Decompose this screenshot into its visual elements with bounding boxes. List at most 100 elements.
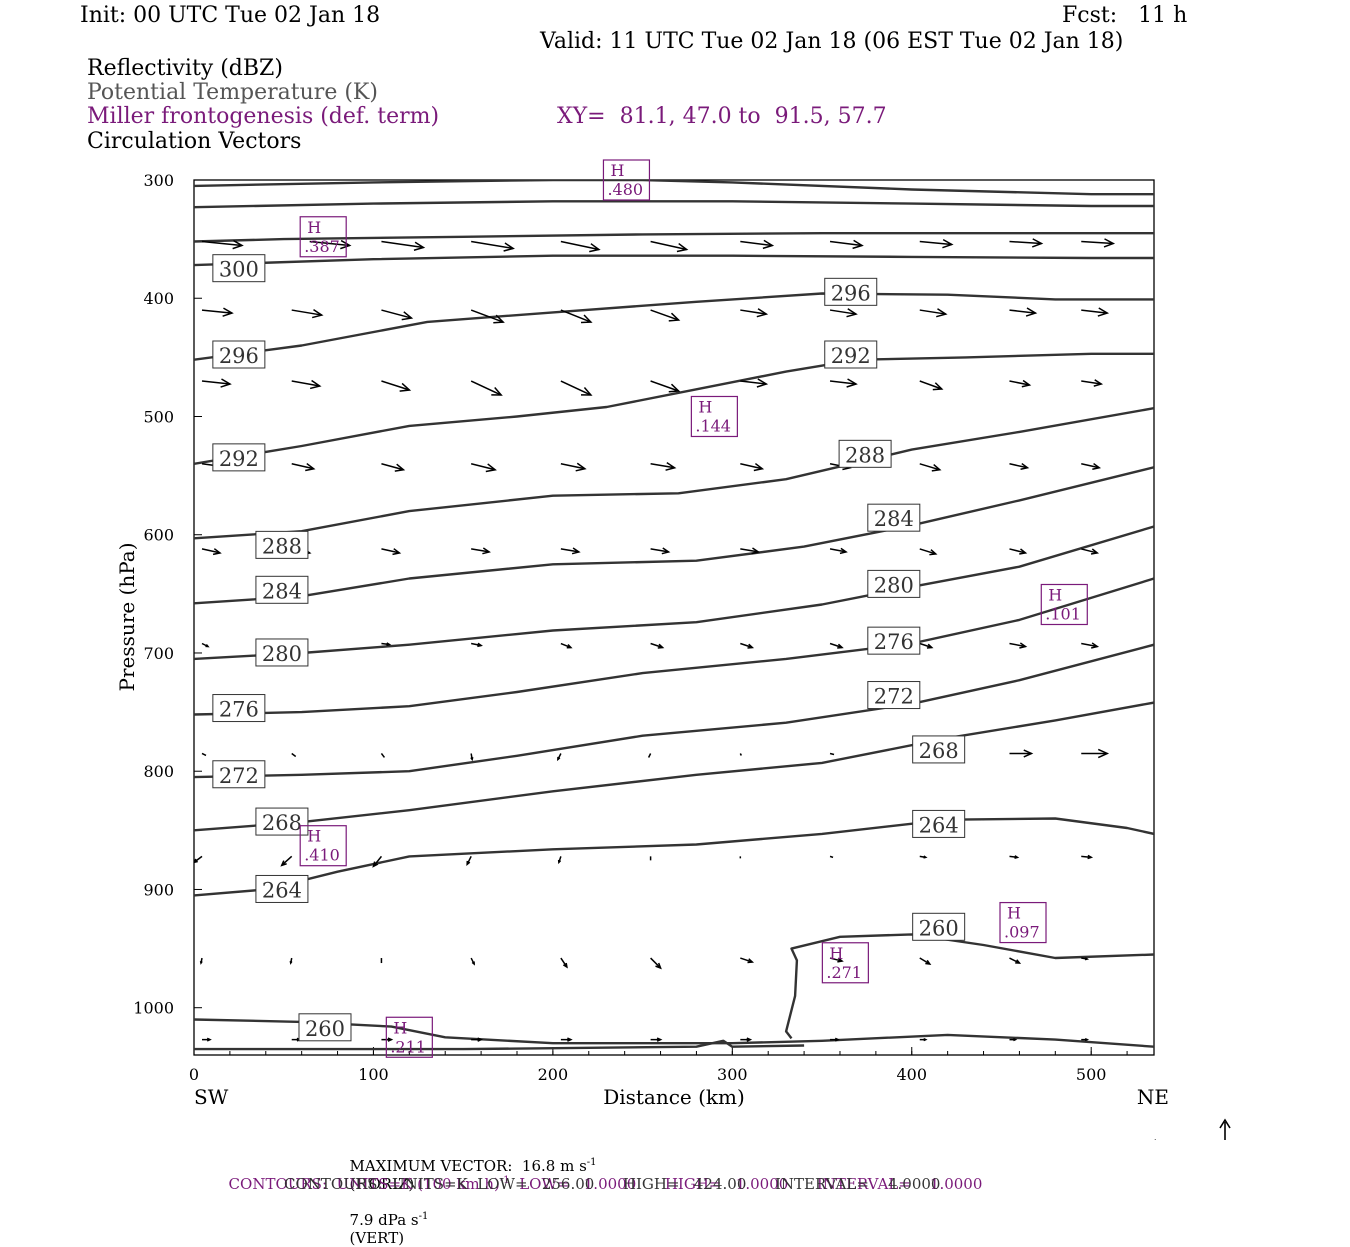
circulation-vector [650, 380, 679, 392]
circulation-vector-head [753, 462, 765, 472]
circulation-vector [829, 642, 843, 649]
circulation-vector-head [471, 961, 475, 966]
circulation-vector-head [575, 462, 587, 472]
circulation-vector-head [1015, 959, 1022, 964]
circulation-vector-head [936, 308, 948, 318]
theta-contour-line [194, 1039, 805, 1051]
theta-label: 296 [219, 344, 259, 368]
x-tick-label: 200 [538, 1065, 569, 1084]
circulation-vector-head [837, 643, 844, 649]
valid-time: Valid: 11 UTC Tue 02 Jan 18 (06 EST Tue … [540, 29, 1124, 54]
cross-section-chart: 0 100 200 300 400 500 300 400 500 600 700 800 900 100… [115, 159, 1231, 1140]
theta-contour-line [194, 525, 1154, 661]
circulation-vector [740, 380, 767, 385]
circulation-vector-head [477, 1037, 483, 1042]
theta-label-box [255, 807, 309, 836]
frontogenesis-max-box [299, 825, 347, 867]
theta-label-box [212, 254, 266, 283]
y-tick-label: 900 [143, 880, 174, 899]
fronto-units-exp: -1 [499, 1175, 510, 1186]
circulation-vector-head [589, 243, 601, 253]
circulation-vector-head [747, 958, 755, 964]
circulation-vector-head [756, 308, 769, 318]
theta-contour-line [194, 232, 1154, 243]
y-tick-label: 600 [143, 526, 174, 545]
theta-contour-line [194, 180, 1154, 196]
theta-label: 260 [305, 1017, 345, 1041]
frontogenesis-max-label: H [610, 161, 624, 180]
legend-frontogenesis: Miller frontogenesis (def. term) [87, 104, 440, 129]
theta-contour-info: CONTOURS: UNITS=K LOW= 256.00 HIGH= 424.… [284, 1175, 941, 1193]
circulation-vector-head [657, 643, 665, 649]
circulation-vector [740, 240, 773, 247]
theta-label: 280 [874, 573, 914, 597]
circulation-vector-head [562, 962, 568, 969]
circulation-vector-head [1097, 748, 1110, 759]
circulation-vector-head [566, 644, 573, 649]
circulation-vector-head [387, 1037, 394, 1042]
legend-potential-temperature: Potential Temperature (K) [87, 80, 378, 105]
circulation-vector [919, 240, 952, 246]
circulation-vector-head [834, 1037, 840, 1042]
circulation-vector [1009, 642, 1026, 648]
circulation-vector [372, 855, 383, 867]
circulation-vector-head [212, 548, 222, 556]
circulation-vector-head [1020, 462, 1030, 470]
circulation-vector-head [929, 549, 938, 556]
circulation-vector [650, 463, 675, 469]
y-tick-label: 1000 [133, 999, 174, 1018]
theta-label-box [912, 809, 966, 838]
frontogenesis-max-box [385, 1016, 433, 1058]
circulation-vector-head [557, 859, 562, 865]
circulation-vector-head [340, 239, 352, 250]
theta-contour-line [194, 466, 1154, 605]
frontogenesis-max-value: .387 [304, 237, 340, 256]
circulation-vector-head [747, 643, 755, 649]
circulation-vector-head [205, 644, 210, 648]
circulation-vector [309, 240, 350, 247]
theta-label-box [212, 694, 266, 723]
circulation-vector-head [852, 239, 864, 250]
circulation-vector-head [413, 241, 426, 251]
circulation-vector-head [401, 311, 414, 321]
y-tick-label: 500 [143, 407, 174, 426]
x-tick-label: 400 [896, 1065, 927, 1084]
circulation-vector [829, 309, 857, 315]
circulation-vector-head [372, 861, 379, 868]
circulation-vector-head [1023, 749, 1034, 758]
circulation-vector-head [839, 547, 848, 555]
circulation-vector [291, 380, 320, 387]
circulation-vector [381, 309, 412, 319]
circulation-vector-head [386, 642, 392, 647]
circulation-vector-head [661, 547, 671, 555]
theta-label: 272 [874, 685, 914, 709]
axis-ticks: 0 100 200 300 400 500 300 400 500 600 700 800 900 100… [133, 171, 1128, 1084]
x-tick-label: 100 [358, 1065, 389, 1084]
circulation-vector [1081, 240, 1114, 245]
x-axis-label: Distance (km) [603, 1085, 745, 1109]
circulation-vector [560, 548, 580, 553]
theta-label-box [212, 760, 266, 789]
theta-label-box [824, 277, 878, 306]
init-time: Init: 00 UTC Tue 02 Jan 18 [80, 3, 381, 28]
y-axis-label: Pressure (hPa) [115, 543, 139, 692]
circulation-vector [919, 957, 931, 965]
circulation-vector-head [665, 461, 677, 471]
frontogenesis-contour-info: CONTOURS: UNITS=K (100 km h)-1 LOW= 1.00… [219, 1157, 983, 1193]
circulation-vector-head [1025, 307, 1038, 317]
theta-contour-labels: 300 296 296 292 292 288 288 284 284 280 280 276 276 2… [212, 254, 966, 1042]
theta-label: 264 [919, 813, 959, 837]
circulation-vector [201, 380, 231, 385]
circulation-vector-head [656, 1037, 663, 1042]
circulation-vector-head [655, 962, 662, 970]
theta-label-box [912, 735, 966, 764]
circulation-vector [291, 309, 322, 316]
circulation-vector [1081, 548, 1098, 554]
circulation-vector-head [756, 378, 769, 388]
frontogenesis-max-box [1040, 583, 1088, 626]
circulation-vector-head [580, 314, 593, 324]
circulation-vector [740, 309, 767, 315]
circulation-vector [1009, 548, 1026, 554]
circulation-vector-head [1019, 642, 1028, 649]
theta-label-box [867, 681, 921, 710]
